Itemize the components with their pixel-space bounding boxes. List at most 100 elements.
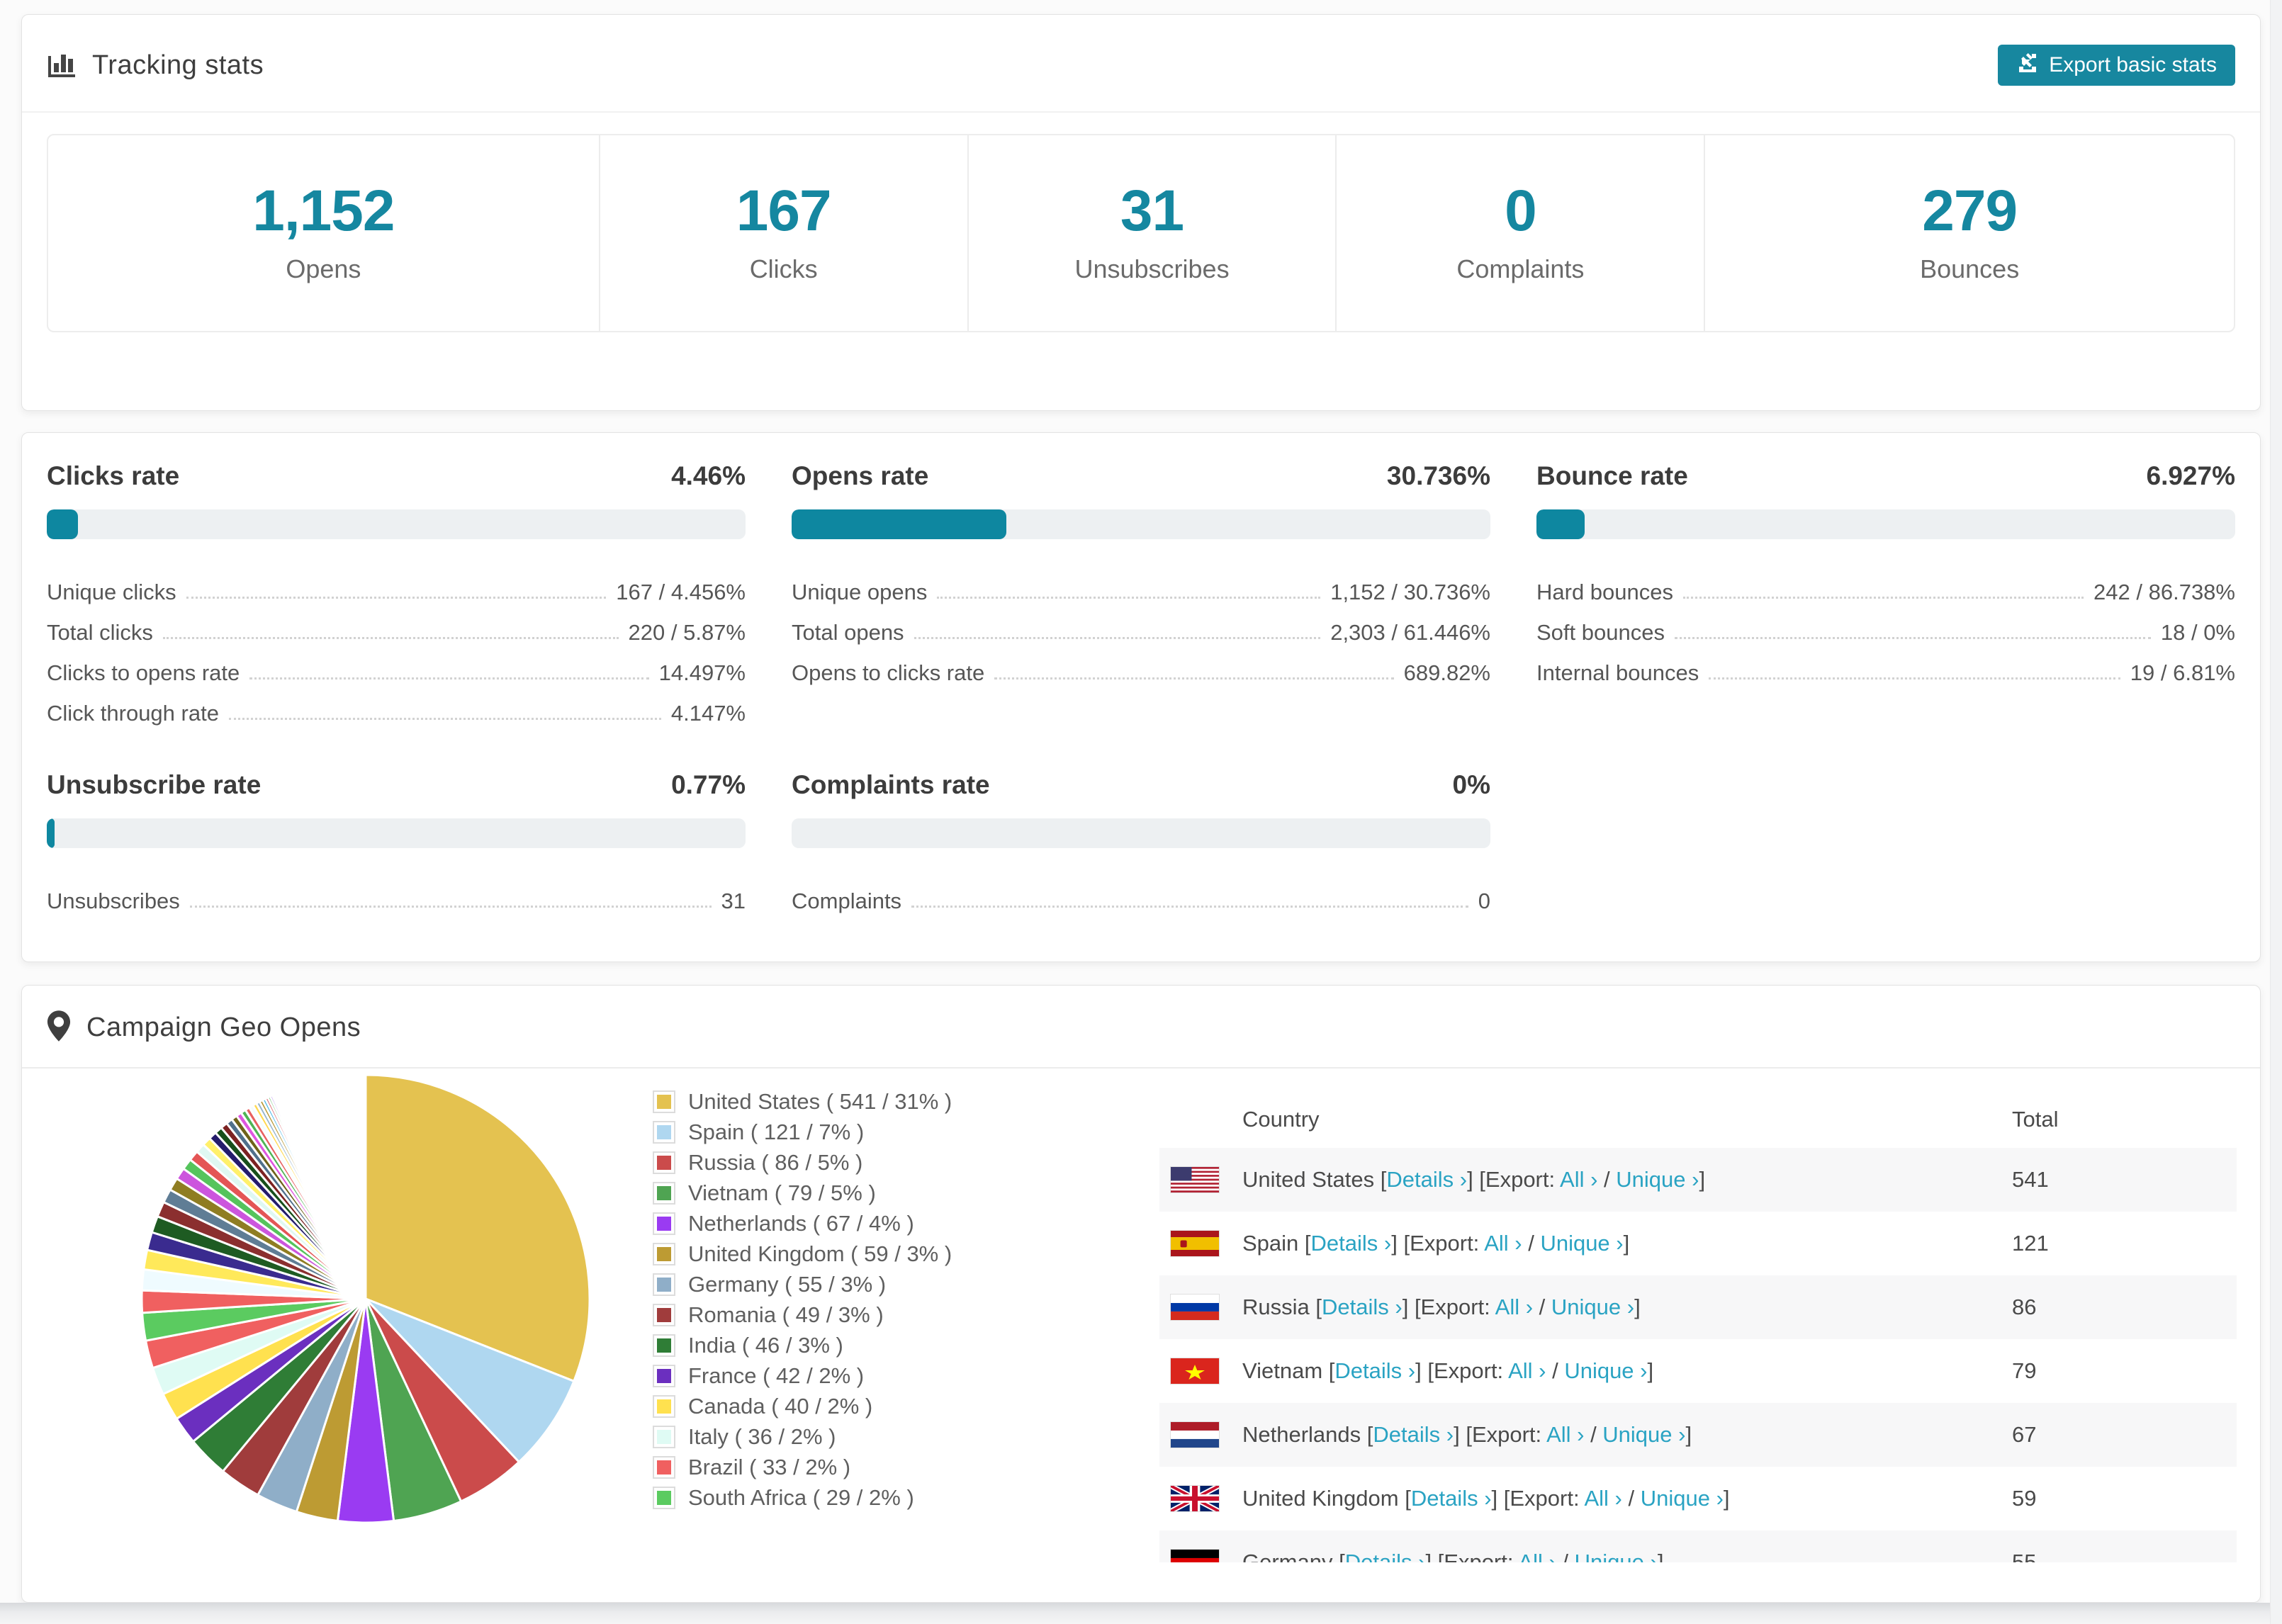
rate-detail-label: Internal bounces [1536,660,1699,685]
geo-table-row: Netherlands [Details ›] [Export: All › /… [1159,1403,2237,1467]
complaints-rate-value: 0% [1452,770,1490,799]
rate-detail-row: Internal bounces 19 / 6.81% [1536,645,2235,686]
complaints-rate-block: Complaints rate 0% Complaints 0 [792,770,1490,914]
export-all-link[interactable]: All › [1518,1550,1556,1562]
country-name: Spain [1242,1231,1299,1256]
legend-swatch [653,1273,675,1296]
rate-detail-label: Total clicks [47,620,153,645]
unsubscribe-rate-value: 0.77% [671,770,746,799]
rate-detail-label: Unique opens [792,580,928,604]
dotted-leader [228,718,661,720]
pie-slice[interactable] [364,1073,591,1382]
country-total: 86 [2012,1295,2037,1319]
legend-label: Netherlands ( 67 / 4% ) [688,1210,914,1236]
export-unique-link[interactable]: Unique › [1551,1295,1635,1319]
details-link[interactable]: Details › [1334,1358,1416,1383]
export-unique-link[interactable]: Unique › [1574,1550,1658,1562]
rate-detail-value: 14.497% [658,660,746,685]
rate-detail-value: 0 [1478,889,1490,913]
geo-opens-title: Campaign Geo Opens [86,1013,361,1042]
rate-detail-value: 19 / 6.81% [2130,660,2235,685]
opens-rate-progressbar [792,509,1490,539]
details-link[interactable]: Details › [1373,1422,1454,1447]
opens-rate-value: 30.736% [1386,461,1490,490]
flag-ru-icon [1170,1294,1220,1321]
stat-value: 31 [1120,179,1184,243]
legend-label: South Africa ( 29 / 2% ) [688,1484,914,1510]
details-link[interactable]: Details › [1310,1231,1392,1256]
rate-detail-label: Soft bounces [1536,620,1665,645]
export-unique-link[interactable]: Unique › [1564,1358,1648,1383]
dotted-leader [1674,637,2151,639]
pie-slice[interactable] [364,1297,575,1463]
legend-label: India ( 46 / 3% ) [688,1332,843,1358]
pie-slice[interactable] [291,1086,367,1300]
country-name: United States [1242,1167,1375,1192]
bounce-rate-value: 6.927% [2146,461,2236,490]
bounce-rate-title: Bounce rate [1536,461,1688,490]
legend-swatch [653,1333,675,1357]
bar-chart-icon [47,49,77,82]
geo-pie-chart [139,1072,592,1526]
legend-label: Canada ( 40 / 2% ) [688,1393,873,1419]
legend-item: Germany ( 55 / 3% ) [653,1269,952,1299]
country-column-header: Country [1242,1107,1320,1132]
geo-table-row: United States [Details ›] [Export: All ›… [1159,1148,2237,1212]
details-link[interactable]: Details › [1386,1167,1468,1192]
scrollbar-gutter[interactable] [2270,0,2282,1624]
country-name: Russia [1242,1295,1310,1319]
bounce-rate-block: Bounce rate 6.927% Hard bounces 242 / 86… [1536,461,2235,726]
opens-rate-title: Opens rate [792,461,929,490]
dotted-leader [911,906,1468,908]
bounce-rate-progressbar [1536,509,2235,539]
export-unique-link[interactable]: Unique › [1640,1486,1724,1511]
rate-detail-value: 1,152 / 30.736% [1330,580,1490,604]
export-all-link[interactable]: All › [1508,1358,1546,1383]
flag-gb-icon [1170,1485,1220,1512]
export-all-link[interactable]: All › [1560,1167,1598,1192]
summary-stats-panel: 1,152 Opens 167 Clicks 31 Unsubscribes 0 Co… [47,134,2235,332]
stat-box-complaints: 0 Complaints [1335,135,1704,331]
legend-item: Italy ( 36 / 2% ) [653,1421,952,1452]
stat-value: 167 [736,179,832,243]
dotted-leader [1709,677,2120,680]
country-total: 541 [2012,1167,2049,1192]
rate-detail-label: Unique clicks [47,580,176,604]
legend-label: France ( 42 / 2% ) [688,1363,865,1388]
legend-item: Brazil ( 33 / 2% ) [653,1452,952,1482]
export-all-link[interactable]: All › [1584,1486,1622,1511]
details-link[interactable]: Details › [1344,1550,1426,1562]
geo-opens-card: Campaign Geo Opens United States ( 541 /… [21,985,2261,1603]
stat-label: Unsubscribes [1074,254,1230,283]
export-icon [2016,51,2039,79]
rate-detail-label: Total opens [792,620,904,645]
details-link[interactable]: Details › [1322,1295,1403,1319]
export-all-link[interactable]: All › [1495,1295,1534,1319]
dotted-leader [994,677,1394,680]
legend-item: Russia ( 86 / 5% ) [653,1147,952,1178]
dotted-leader [914,637,1321,639]
export-all-link[interactable]: All › [1484,1231,1522,1256]
stat-value: 279 [1922,179,2018,243]
geo-table-row: Russia [Details ›] [Export: All › / Uniq… [1159,1275,2237,1339]
geo-table-row: United Kingdom [Details ›] [Export: All … [1159,1467,2237,1530]
rate-detail-row: Total clicks 220 / 5.87% [47,605,746,645]
rate-detail-value: 220 / 5.87% [628,620,746,645]
export-basic-stats-button[interactable]: Export basic stats [1998,45,2235,86]
export-unique-link[interactable]: Unique › [1602,1422,1686,1447]
stat-label: Bounces [1920,254,2020,283]
details-link[interactable]: Details › [1410,1486,1492,1511]
total-column-header: Total [2012,1107,2059,1132]
legend-item: South Africa ( 29 / 2% ) [653,1482,952,1513]
legend-swatch [653,1120,675,1144]
export-unique-link[interactable]: Unique › [1616,1167,1699,1192]
dotted-leader [937,597,1321,599]
legend-item: United Kingdom ( 59 / 3% ) [653,1239,952,1269]
export-unique-link[interactable]: Unique › [1540,1231,1624,1256]
stat-box-opens: 1,152 Opens [48,135,599,331]
export-all-link[interactable]: All › [1546,1422,1585,1447]
rate-detail-label: Click through rate [47,701,219,726]
country-total: 59 [2012,1486,2037,1511]
flag-es-icon [1170,1230,1220,1257]
flag-nl-icon [1170,1421,1220,1448]
